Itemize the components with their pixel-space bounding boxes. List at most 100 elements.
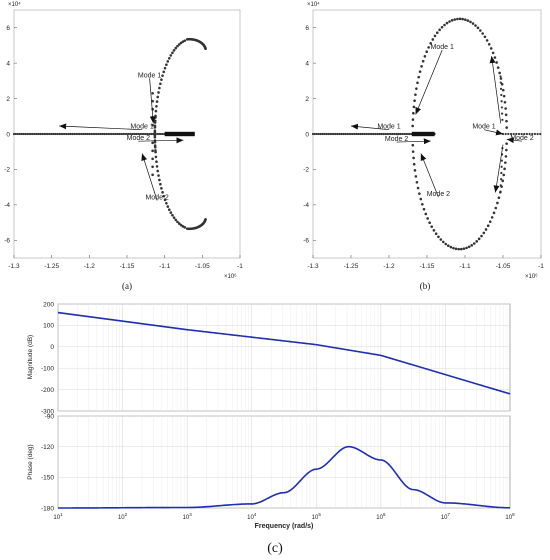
locus-point (406, 132, 410, 136)
locus-point (367, 132, 370, 136)
annotation-arrow (415, 49, 443, 115)
locus-point (159, 82, 162, 86)
locus-point (122, 132, 125, 136)
locus-point (131, 132, 134, 136)
locus-point (22, 132, 25, 136)
locus-point (151, 165, 154, 169)
annotation-arrow (350, 123, 390, 131)
x-tick-label: 103 (183, 512, 193, 521)
locus-point (321, 132, 324, 136)
locus-point (499, 81, 502, 84)
x-tick-label: 102 (118, 512, 128, 521)
annotation-label: Mode 1 (138, 72, 161, 79)
x-tick-label: -1.05 (195, 263, 210, 270)
locus-point (374, 132, 377, 136)
locus-point (469, 20, 472, 24)
locus-point (344, 132, 347, 136)
locus-point (380, 132, 383, 136)
locus-point (480, 234, 483, 238)
locus-point (27, 132, 31, 136)
locus-point (505, 119, 508, 123)
locus-point (433, 34, 437, 38)
x-tick-label: 107 (441, 512, 451, 521)
locus-point (171, 51, 174, 55)
annotation-arrow (493, 144, 504, 193)
locus-point (449, 245, 453, 249)
locus-point (432, 229, 436, 232)
locus-point (425, 50, 429, 54)
magnitude-subplot: 200 100 0 -100 -200 -300 Magnitude (dB) (27, 301, 511, 415)
locus-point (135, 132, 138, 136)
annotation-label: Mode 2 (427, 191, 450, 198)
annotation-arrow (138, 137, 184, 144)
locus-point (498, 71, 501, 75)
locus-point (417, 75, 421, 79)
locus-point (90, 132, 93, 136)
y-tick-label: 6 (6, 25, 10, 32)
annotations: Mode 1 Mode 1 Mode 2 Mode 2 (59, 72, 184, 202)
locus-point (491, 51, 495, 55)
locus-point (163, 66, 167, 70)
annotation-label: Mode 2 (510, 135, 533, 142)
locus-point (80, 132, 83, 136)
locus-point (174, 46, 178, 50)
locus-point (463, 18, 467, 21)
locus-point (174, 218, 178, 222)
locus-point (118, 132, 121, 136)
locus-point (408, 132, 411, 136)
x-tick-label: -1.2 (383, 263, 395, 270)
x-tick-exponent: 8 (512, 512, 515, 517)
locus-point (418, 192, 421, 195)
locus-point (177, 222, 181, 225)
locus-point (151, 107, 154, 111)
locus-point (424, 212, 428, 216)
x-tick-label: -1.2 (84, 263, 96, 270)
locus-point (157, 174, 160, 177)
locus-point (120, 132, 123, 136)
locus-point (65, 132, 68, 136)
x-tick-label: -1.15 (420, 263, 435, 270)
locus-point (502, 173, 506, 177)
locus-point (71, 132, 74, 136)
locus-point (499, 87, 503, 90)
locus-point (342, 132, 345, 136)
locus-point (493, 56, 497, 59)
locus-point (484, 228, 488, 231)
locus-point (382, 132, 385, 136)
locus-point (58, 132, 61, 136)
locus-point (50, 132, 53, 136)
magnitude-ylabel: Magnitude (dB) (27, 335, 34, 379)
locus-point (59, 132, 63, 136)
annotation-arrow (489, 56, 502, 124)
locus-point (153, 145, 157, 149)
locus-point (419, 197, 423, 201)
locus-point (488, 220, 492, 223)
root-locus-panel-b: -1.3 -1.25 -1.2 -1.15 -1.1 -1.05 -1 -6 -4 -2 0 2 4 6 ×… (303, 1, 544, 280)
locus-point (387, 132, 391, 136)
locus-point (171, 213, 174, 217)
locus-point (158, 86, 161, 90)
y-tick-label: -2 (303, 167, 309, 174)
locus-point (413, 169, 417, 172)
locus-point (507, 132, 510, 136)
locus-point (453, 18, 457, 21)
locus-point (411, 143, 415, 147)
locus-point (161, 191, 164, 194)
locus-point (389, 132, 392, 136)
annotation-arrow (420, 153, 439, 198)
y-tick-label: -6 (4, 238, 10, 245)
locus-point (528, 132, 531, 136)
locus-point (411, 150, 415, 153)
locus-point (153, 126, 157, 129)
locus-point (470, 244, 474, 247)
locus-point (536, 132, 539, 136)
locus-point (474, 24, 477, 27)
locus-point (348, 132, 351, 136)
locus-point (151, 123, 154, 127)
locus-point (16, 132, 19, 136)
magnitude-y-tick-label: -200 (41, 387, 54, 394)
locus-point (412, 111, 415, 115)
locus-point (533, 132, 537, 136)
x-tick-label: -1.3 (8, 263, 20, 270)
